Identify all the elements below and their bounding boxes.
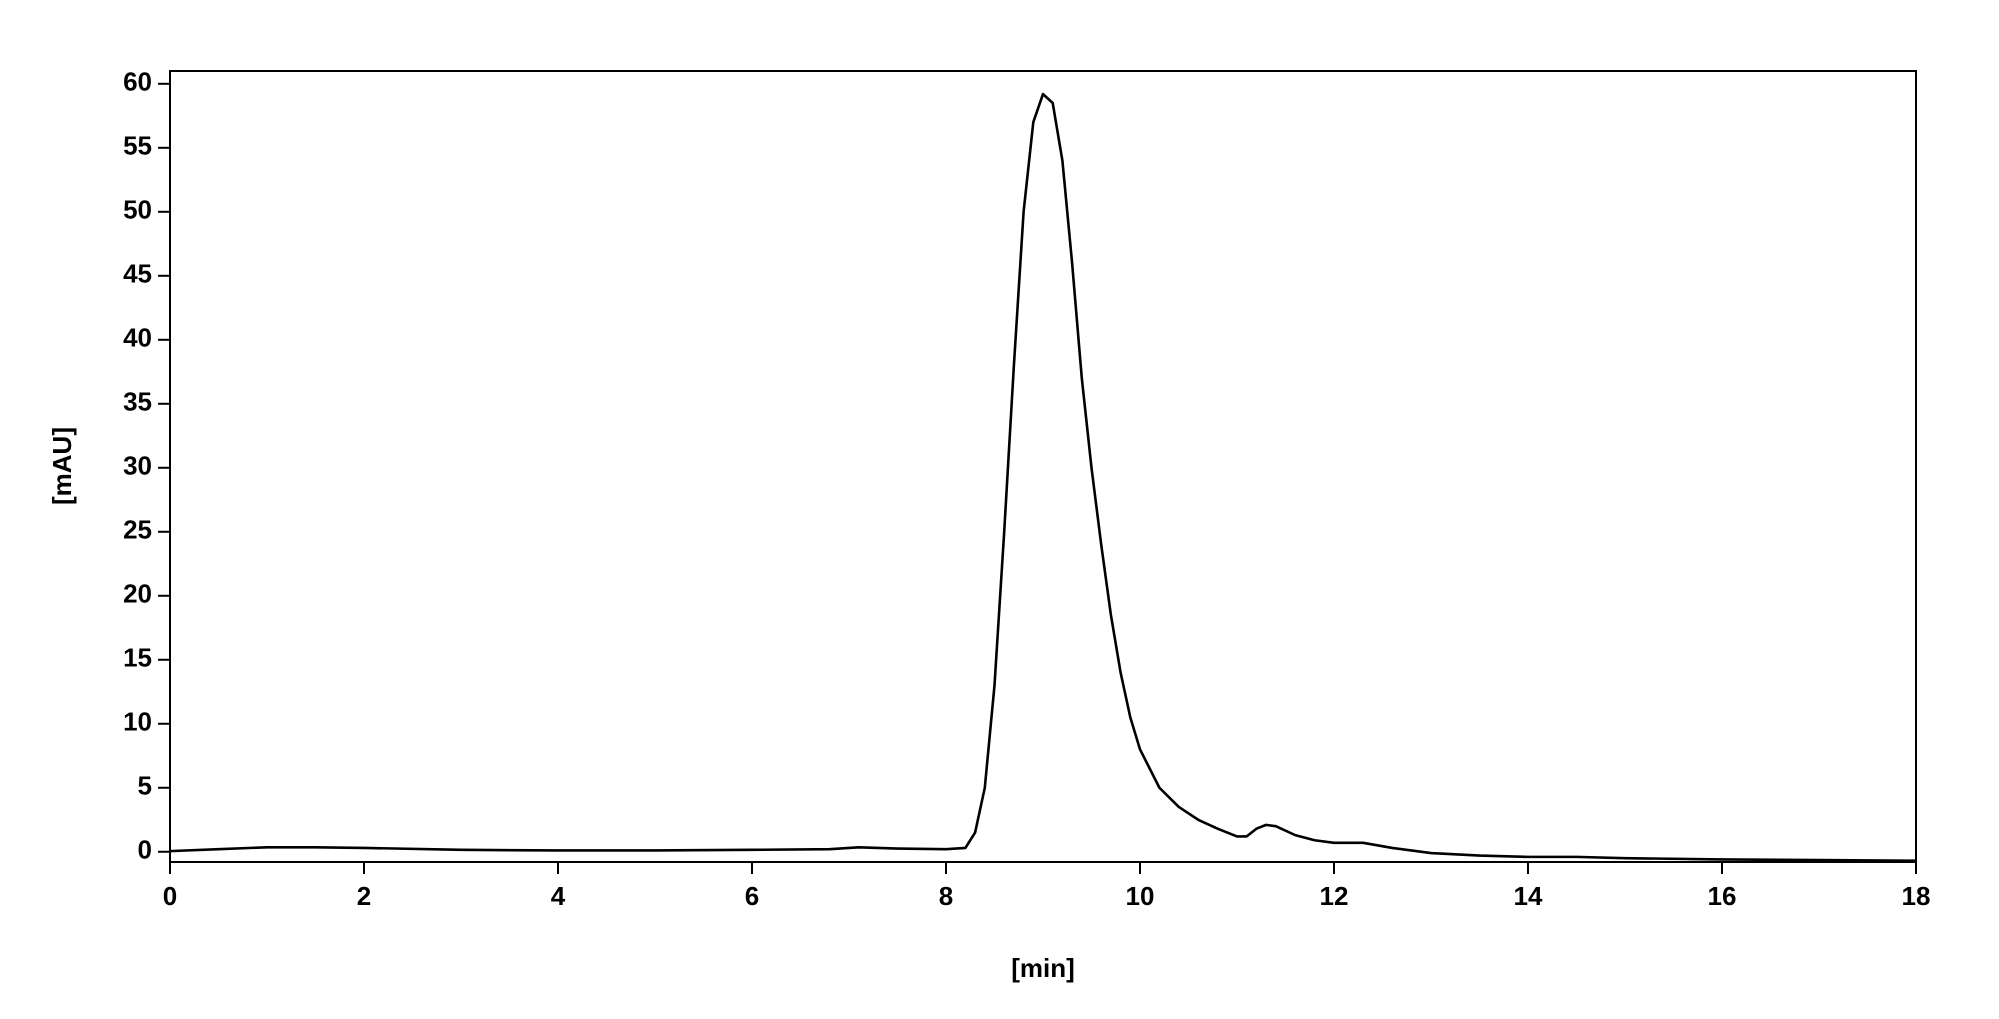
y-tick-label: 50 xyxy=(123,195,152,225)
y-axis-label: [mAU] xyxy=(47,427,77,505)
plot-frame xyxy=(169,70,1917,863)
y-tick-label: 10 xyxy=(123,707,152,737)
x-tick-label: 2 xyxy=(357,881,371,911)
y-tick-label: 55 xyxy=(123,131,152,161)
y-tick-label: 5 xyxy=(138,771,152,801)
x-tick-label: 10 xyxy=(1126,881,1155,911)
y-tick-label: 60 xyxy=(123,67,152,97)
y-tick-label: 15 xyxy=(123,643,152,673)
x-tick-label: 14 xyxy=(1514,881,1543,911)
x-tick-label: 6 xyxy=(745,881,759,911)
y-tick-label: 45 xyxy=(123,259,152,289)
x-tick-label: 0 xyxy=(163,881,177,911)
x-tick-label: 8 xyxy=(939,881,953,911)
x-tick-label: 12 xyxy=(1320,881,1349,911)
y-tick-label: 25 xyxy=(123,515,152,545)
y-tick-label: 40 xyxy=(123,323,152,353)
y-tick-label: 30 xyxy=(123,451,152,481)
x-tick-label: 4 xyxy=(551,881,566,911)
trace-line xyxy=(169,92,1917,863)
x-tick-label: 16 xyxy=(1708,881,1737,911)
y-tick-label: 20 xyxy=(123,579,152,609)
y-tick-label: 0 xyxy=(138,835,152,865)
x-tick-label: 18 xyxy=(1902,881,1931,911)
x-axis-label: [min] xyxy=(1011,953,1075,983)
y-tick-label: 35 xyxy=(123,387,152,417)
